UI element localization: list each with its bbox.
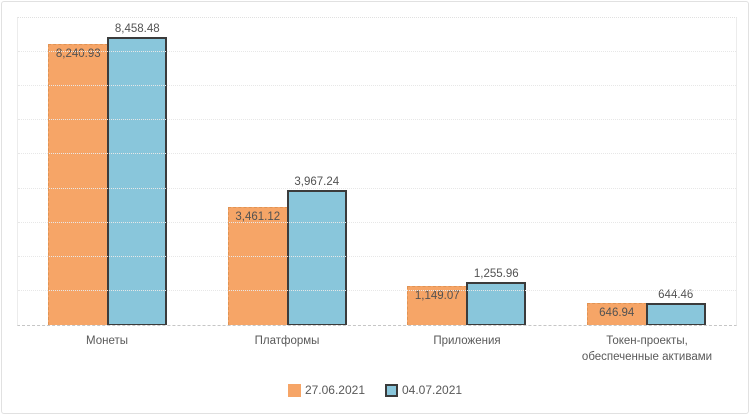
bar-group: 1,149.07 1,255.96 xyxy=(377,18,557,325)
category-label: Монеты xyxy=(85,335,128,347)
plot-area: 8,240.93 8,458.48 3,461.12 3,967.24 1,149.07… xyxy=(17,17,737,326)
bar-series-2: 1,255.96 xyxy=(466,268,527,325)
bar-series-1: 8,240.93 xyxy=(48,43,109,325)
bar-value-label: 3,461.12 xyxy=(235,210,281,223)
legend-marker-orange-icon xyxy=(287,383,301,397)
category-label: Токен-проекты, обеспеченные активами xyxy=(581,335,713,363)
bar-value-label: 8,240.93 xyxy=(55,47,101,60)
legend-marker-blue-icon xyxy=(385,383,398,397)
bar-value-label: 1,255.96 xyxy=(473,268,519,281)
bar-group: 3,461.12 3,967.24 xyxy=(198,18,378,325)
bar-series-2: 644.46 xyxy=(645,289,706,325)
bar-series-1: 3,461.12 xyxy=(227,206,288,325)
bar-value-label: 646.94 xyxy=(599,306,635,319)
legend-item-series-1: 27.06.2021 xyxy=(287,383,365,397)
category-label: Платформы xyxy=(254,335,320,347)
bar-groups: 8,240.93 8,458.48 3,461.12 3,967.24 1,149.07… xyxy=(18,18,736,325)
legend-label-series-2: 04.07.2021 xyxy=(402,383,463,397)
bar-value-label: 8,458.48 xyxy=(114,22,160,35)
bar-series-1: 646.94 xyxy=(586,302,647,325)
legend: 27.06.2021 04.07.2021 xyxy=(2,383,748,397)
bar-value-label: 3,967.24 xyxy=(294,175,340,188)
bar-value-label: 1,149.07 xyxy=(414,289,460,302)
bar-series-2: 8,458.48 xyxy=(107,23,168,325)
bar-value-label: 644.46 xyxy=(658,289,694,301)
x-axis-labels: Монеты Платформы Приложения Токен-проекты, … xyxy=(17,333,737,365)
category-label: Приложения xyxy=(433,335,501,347)
legend-label-series-1: 27.06.2021 xyxy=(304,383,365,397)
legend-item-series-2: 04.07.2021 xyxy=(385,383,462,397)
bar-series-1: 1,149.07 xyxy=(407,285,468,325)
bar-group: 8,240.93 8,458.48 xyxy=(18,18,198,325)
bar-group: 646.94 644.46 xyxy=(557,18,737,325)
bar-series-2: 3,967.24 xyxy=(286,176,347,325)
